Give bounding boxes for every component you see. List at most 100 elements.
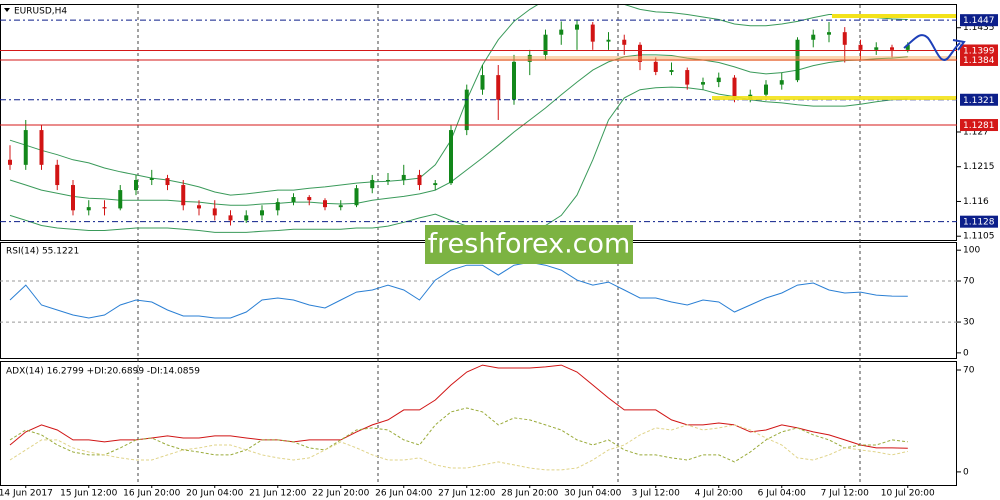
highlight — [490, 56, 956, 61]
candle-body — [890, 47, 894, 50]
candle-body — [433, 183, 438, 186]
candle-body — [905, 44, 910, 50]
candle-body — [575, 24, 579, 30]
candle-body — [244, 215, 249, 221]
candle-body — [732, 77, 737, 100]
band-line — [9, 54, 908, 206]
level-label-box — [960, 44, 998, 57]
x-tick-label: 30 Jun 04:00 — [564, 489, 621, 499]
plot-area — [9, 364, 908, 471]
level-label-box — [960, 14, 998, 27]
candle-body — [307, 197, 312, 201]
band-line — [9, 86, 908, 233]
candle-body — [858, 44, 863, 50]
candle-body — [701, 82, 705, 85]
candle-body — [685, 70, 690, 85]
x-tick-label: 21 Jun 12:00 — [249, 489, 306, 499]
candle-body — [606, 39, 611, 42]
x-tick-label: 27 Jun 12:00 — [438, 489, 495, 499]
candle-body — [354, 188, 359, 206]
candle-body — [181, 185, 186, 206]
candle-body — [827, 32, 831, 35]
candle-body — [638, 44, 642, 62]
y-tick-label: 1.1215 — [963, 162, 995, 172]
highlight — [712, 96, 956, 100]
y-tick-label: 1.1105 — [963, 232, 995, 242]
y-tick-label: 0 — [963, 348, 969, 358]
x-tick-label: 15 Jun 12:00 — [60, 489, 117, 499]
candle-body — [464, 89, 469, 131]
y-tick-label: 30 — [963, 318, 975, 328]
x-tick-label: 6 Jul 04:00 — [758, 489, 807, 499]
candle-body — [338, 205, 343, 208]
y-tick-label: 1.127 — [963, 127, 989, 137]
candle-body — [401, 174, 406, 180]
candle-body — [149, 178, 154, 180]
level-label-box — [960, 53, 998, 66]
level-label: 1.1281 — [963, 121, 995, 131]
indicator-line — [9, 424, 908, 471]
candle-body — [260, 210, 264, 216]
y-tick-label: 70 — [963, 276, 975, 286]
candle-body — [449, 130, 453, 184]
level-label-box — [960, 119, 998, 132]
candle-body — [874, 47, 879, 50]
candle-body — [653, 61, 658, 72]
candle-body — [102, 207, 107, 209]
candle-body — [811, 34, 816, 40]
level-label-box — [960, 215, 998, 228]
candle-body — [716, 77, 721, 83]
adx-title: ADX(14) 16.2799 +DI:20.6899 -DI:14.0859 — [6, 367, 200, 377]
candle-body — [86, 207, 91, 211]
menu-triangle — [4, 8, 10, 12]
x-tick-label: 22 Jun 20:00 — [312, 489, 369, 499]
y-tick-label: 0 — [963, 467, 969, 477]
candle-body — [275, 202, 280, 211]
candle-body — [480, 75, 485, 90]
candle-body — [386, 179, 390, 181]
level-label: 1.1321 — [963, 96, 995, 106]
candle-body — [23, 130, 28, 165]
candle-body — [228, 215, 233, 221]
candle-body — [323, 200, 327, 208]
candle-body — [197, 205, 201, 209]
x-tick-label: 14 Jun 2017 — [0, 489, 53, 499]
candle-body — [212, 208, 217, 216]
x-tick-label: 16 Jun 20:00 — [123, 489, 180, 499]
y-tick-label: 1.116 — [963, 197, 989, 207]
level-label: 1.1384 — [963, 56, 995, 66]
candle-body — [543, 34, 548, 55]
level-label: 1.1128 — [963, 218, 995, 228]
x-tick-label: 7 Jul 12:00 — [821, 489, 870, 499]
candle-body — [165, 178, 170, 186]
candle-body — [8, 159, 12, 165]
candle-body — [590, 24, 595, 42]
candle-body — [370, 179, 375, 189]
indicator-line — [9, 407, 908, 463]
level-label: 1.1447 — [963, 16, 995, 26]
indicator-line — [9, 364, 908, 449]
arrow-head — [952, 39, 966, 51]
watermark-box — [425, 225, 633, 264]
candle-body — [764, 84, 768, 95]
highlight — [832, 14, 956, 18]
y-tick-label: 100 — [963, 246, 980, 256]
candle-body — [291, 197, 296, 203]
candle-body — [622, 39, 627, 45]
adx-pane — [0, 361, 957, 486]
candle-body — [779, 80, 784, 85]
candle-body — [512, 61, 516, 100]
candle-body — [55, 164, 60, 186]
level-label-box — [960, 93, 998, 106]
plot-area — [8, 5, 910, 233]
forecast-arrow — [903, 34, 961, 61]
x-tick-label: 3 Jul 12:00 — [632, 489, 681, 499]
indicator-line — [9, 261, 908, 319]
y-tick-label: 1.1435 — [963, 23, 995, 33]
y-tick-label: 70 — [963, 366, 975, 376]
x-tick-label: 4 Jul 20:00 — [695, 489, 744, 499]
candle-body — [417, 174, 422, 186]
